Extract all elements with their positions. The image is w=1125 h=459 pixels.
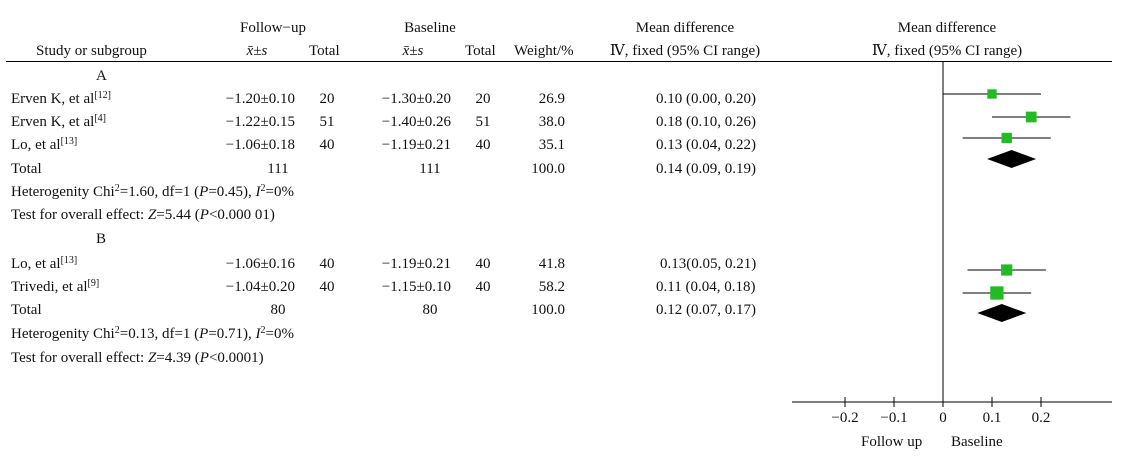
- study-name: Erven K, et al[4]: [11, 113, 106, 131]
- x-tick-label: 0.2: [1032, 410, 1051, 426]
- study-marker: [990, 286, 1004, 300]
- plot-header-title: Mean difference: [897, 20, 997, 36]
- baseline-total: 40: [475, 279, 491, 295]
- md-header-sub: Ⅳ, fixed (95% CI range): [609, 43, 761, 59]
- weight-total: 100.0: [531, 302, 565, 318]
- baseline-total-sum: 111: [419, 161, 441, 177]
- ci-value: 0.11 (0.04, 0.18): [656, 279, 756, 295]
- study-marker: [1001, 264, 1013, 276]
- heterogeneity-text: Heterogenity Chi2=1.60, df=1 (P=0.45), I…: [11, 183, 295, 201]
- ci-value: 0.18 (0.10, 0.26): [656, 114, 756, 130]
- baseline-mean-sd: −1.30±0.20: [381, 91, 451, 107]
- ci-value: 0.10 (0.00, 0.20): [656, 91, 756, 107]
- total-label: Total: [11, 302, 42, 318]
- followup-total: 40: [319, 256, 335, 272]
- baseline-total: 51: [475, 114, 491, 130]
- followup-total-sum: 80: [270, 302, 286, 318]
- study-name: Lo, et al[13]: [11, 136, 78, 154]
- study-marker: [1001, 132, 1012, 144]
- axis-label-left: Follow up: [861, 434, 923, 450]
- total-label: Total: [11, 161, 42, 177]
- baseline-total-header: Total: [465, 43, 496, 59]
- followup-mean-sd: −1.20±0.10: [225, 91, 295, 107]
- baseline-group-header: Baseline: [404, 20, 456, 36]
- overall-effect-text: Test for overall effect: Z=5.44 (P<0.000…: [11, 207, 275, 223]
- study-name: Trivedi, et al[9]: [11, 278, 100, 296]
- ci-value: 0.13 (0.04, 0.22): [656, 137, 756, 153]
- weight-value: 26.9: [538, 91, 565, 107]
- weight-value: 41.8: [538, 256, 565, 272]
- pooled-diamond: [977, 304, 1027, 322]
- baseline-total: 40: [475, 137, 491, 153]
- baseline-mean-sd: −1.19±0.21: [381, 256, 451, 272]
- study-name: Lo, et al[13]: [11, 255, 78, 273]
- study-marker: [1025, 111, 1037, 123]
- ci-value: 0.13(0.05, 0.21): [660, 256, 757, 272]
- group-label-b: B: [96, 231, 107, 247]
- baseline-mean-sd: −1.19±0.21: [381, 137, 451, 153]
- baseline-total: 40: [475, 256, 491, 272]
- baseline-mean-sd: −1.40±0.26: [381, 114, 451, 130]
- weight-header: Weight/%: [514, 43, 574, 59]
- study-name: Erven K, et al[12]: [11, 90, 111, 108]
- followup-total: 20: [319, 91, 335, 107]
- followup-mean-sd: −1.06±0.16: [225, 256, 295, 272]
- weight-value: 35.1: [538, 137, 565, 153]
- baseline-total-sum: 80: [422, 302, 438, 318]
- md-header-title: Mean difference: [635, 20, 735, 36]
- baseline-total: 20: [475, 91, 491, 107]
- axis-label-right: Baseline: [951, 434, 1003, 450]
- x-tick-label: 0.1: [983, 410, 1002, 426]
- followup-mean-sd: −1.22±0.15: [225, 114, 295, 130]
- followup-total: 51: [319, 114, 335, 130]
- followup-total: 40: [319, 137, 335, 153]
- overall-effect-text: Test for overall effect: Z=4.39 (P<0.000…: [11, 350, 264, 366]
- study-marker: [987, 89, 997, 99]
- heterogeneity-text: Heterogenity Chi2=0.13, df=1 (P=0.71), I…: [11, 325, 295, 343]
- group-label-a: A: [96, 68, 107, 84]
- x-tick-label: −0.2: [831, 410, 858, 426]
- weight-value: 58.2: [538, 279, 565, 295]
- pooled-diamond: [987, 150, 1037, 168]
- x-tick-label: 0: [939, 410, 947, 426]
- study-column-header: Study or subgroup: [36, 43, 147, 59]
- baseline-mean-sd-header: x̄±s: [402, 43, 424, 59]
- pooled-ci-value: 0.12 (0.07, 0.17): [656, 302, 756, 318]
- x-tick-label: −0.1: [880, 410, 907, 426]
- followup-total: 40: [319, 279, 335, 295]
- plot-header-sub: Ⅳ, fixed (95% CI range): [871, 43, 1023, 59]
- followup-mean-sd: −1.04±0.20: [225, 279, 295, 295]
- followup-total-sum: 111: [267, 161, 289, 177]
- followup-mean-sd: −1.06±0.18: [225, 137, 295, 153]
- header-rule: [6, 61, 1112, 62]
- baseline-mean-sd: −1.15±0.10: [381, 279, 451, 295]
- pooled-ci-value: 0.14 (0.09, 0.19): [656, 161, 756, 177]
- followup-group-header: Follow−up: [240, 20, 306, 36]
- followup-mean-sd-header: x̄±s: [246, 43, 268, 59]
- weight-total: 100.0: [531, 161, 565, 177]
- followup-total-header: Total: [309, 43, 340, 59]
- weight-value: 38.0: [538, 114, 565, 130]
